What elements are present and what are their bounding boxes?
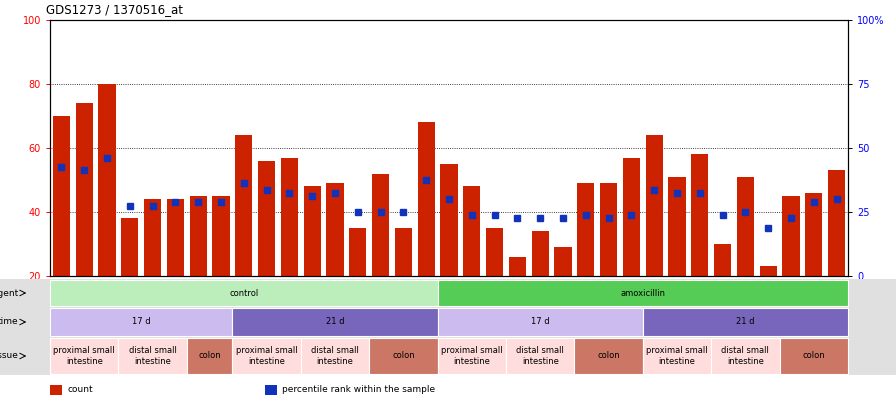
Bar xyxy=(265,385,277,395)
Bar xyxy=(737,177,754,276)
Text: proximal small
intestine: proximal small intestine xyxy=(236,346,297,366)
Bar xyxy=(326,183,343,276)
Bar xyxy=(167,199,184,276)
Bar xyxy=(190,196,207,276)
Bar xyxy=(304,186,321,276)
Bar xyxy=(668,177,685,276)
Text: 21 d: 21 d xyxy=(326,318,344,326)
Text: 17 d: 17 d xyxy=(132,318,151,326)
Text: colon: colon xyxy=(598,352,620,360)
Bar xyxy=(395,228,412,276)
Bar xyxy=(506,338,574,374)
Bar xyxy=(186,338,232,374)
Bar xyxy=(236,135,253,276)
Bar xyxy=(75,103,93,276)
Bar xyxy=(144,199,161,276)
Bar xyxy=(369,338,437,374)
Text: GDS1273 / 1370516_at: GDS1273 / 1370516_at xyxy=(46,3,183,16)
Bar xyxy=(437,338,506,374)
Text: proximal small
intestine: proximal small intestine xyxy=(441,346,503,366)
Text: 21 d: 21 d xyxy=(737,318,754,326)
Bar xyxy=(574,338,642,374)
Text: proximal small
intestine: proximal small intestine xyxy=(54,346,115,366)
Bar xyxy=(828,171,845,276)
Bar xyxy=(232,308,437,336)
Bar xyxy=(280,158,298,276)
Bar xyxy=(711,338,780,374)
Bar xyxy=(437,280,848,306)
Bar xyxy=(50,280,437,306)
Bar xyxy=(782,196,799,276)
Bar xyxy=(50,385,62,395)
Text: count: count xyxy=(67,386,92,394)
Bar xyxy=(437,308,642,336)
Bar xyxy=(642,338,711,374)
Bar xyxy=(555,247,572,276)
Bar xyxy=(806,193,823,276)
Text: tissue: tissue xyxy=(0,352,18,360)
Text: distal small
intestine: distal small intestine xyxy=(516,346,564,366)
Bar xyxy=(118,338,186,374)
Bar xyxy=(232,338,301,374)
Bar xyxy=(349,228,366,276)
Text: colon: colon xyxy=(198,352,221,360)
Bar xyxy=(623,158,640,276)
Bar xyxy=(372,174,389,276)
Text: proximal small
intestine: proximal small intestine xyxy=(646,346,708,366)
Bar xyxy=(53,116,70,276)
Bar xyxy=(780,338,848,374)
Bar xyxy=(600,183,617,276)
Bar xyxy=(301,338,369,374)
Text: distal small
intestine: distal small intestine xyxy=(311,346,359,366)
Text: distal small
intestine: distal small intestine xyxy=(129,346,177,366)
Text: agent: agent xyxy=(0,288,18,298)
Text: 17 d: 17 d xyxy=(531,318,549,326)
Bar xyxy=(760,266,777,276)
Bar xyxy=(646,135,663,276)
Text: time: time xyxy=(0,318,18,326)
Bar xyxy=(486,228,504,276)
Text: amoxicillin: amoxicillin xyxy=(620,288,666,298)
Text: percentile rank within the sample: percentile rank within the sample xyxy=(282,386,435,394)
Bar xyxy=(418,122,435,276)
Bar xyxy=(642,308,848,336)
Bar xyxy=(50,338,118,374)
Bar xyxy=(99,84,116,276)
Bar xyxy=(509,257,526,276)
Text: distal small
intestine: distal small intestine xyxy=(721,346,770,366)
Bar xyxy=(531,231,548,276)
Bar xyxy=(463,186,480,276)
Bar xyxy=(714,244,731,276)
Bar xyxy=(121,218,138,276)
Text: colon: colon xyxy=(803,352,825,360)
Bar xyxy=(577,183,594,276)
Bar xyxy=(691,154,709,276)
Text: colon: colon xyxy=(392,352,415,360)
Bar xyxy=(50,308,232,336)
Bar xyxy=(441,164,458,276)
Text: control: control xyxy=(229,288,258,298)
Bar xyxy=(212,196,229,276)
Bar xyxy=(258,161,275,276)
